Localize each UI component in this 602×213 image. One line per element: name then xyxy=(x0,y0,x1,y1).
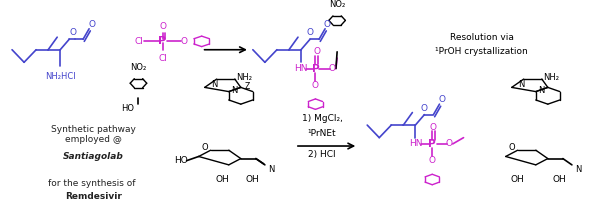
Text: HO: HO xyxy=(121,104,134,113)
Text: N: N xyxy=(518,80,524,89)
Text: for the synthesis of: for the synthesis of xyxy=(48,169,138,189)
Text: HN: HN xyxy=(294,64,308,73)
Text: O: O xyxy=(69,29,76,37)
Text: 2) HCl: 2) HCl xyxy=(308,150,336,159)
Text: ¹PrNEt: ¹PrNEt xyxy=(308,129,337,138)
Text: 1) MgCl₂,: 1) MgCl₂, xyxy=(302,114,343,123)
Text: N: N xyxy=(232,86,238,95)
Text: O: O xyxy=(180,37,187,46)
Text: ¹PrOH crystallization: ¹PrOH crystallization xyxy=(435,47,528,56)
Text: O: O xyxy=(445,140,453,148)
Text: HN: HN xyxy=(409,140,422,148)
Text: O: O xyxy=(508,142,515,152)
Text: P: P xyxy=(312,63,319,73)
Text: O: O xyxy=(159,22,166,31)
Text: O: O xyxy=(313,47,320,56)
Text: O: O xyxy=(201,142,208,152)
Text: HO: HO xyxy=(174,156,187,165)
Text: O: O xyxy=(329,64,336,73)
Text: N: N xyxy=(575,165,581,174)
Text: O: O xyxy=(438,95,445,104)
Text: O: O xyxy=(421,104,428,113)
Text: NH₂HCl: NH₂HCl xyxy=(45,72,75,81)
Text: Cl: Cl xyxy=(134,37,143,46)
Text: OH: OH xyxy=(553,175,566,184)
Text: NH₂: NH₂ xyxy=(236,73,252,82)
Text: O: O xyxy=(430,123,437,132)
Text: O: O xyxy=(306,29,314,37)
Text: O: O xyxy=(88,20,95,29)
Text: N: N xyxy=(211,80,217,89)
Text: Santiagolab: Santiagolab xyxy=(63,152,124,161)
Text: Cl: Cl xyxy=(158,54,167,63)
Text: Remdesivir: Remdesivir xyxy=(65,192,122,201)
Text: O: O xyxy=(312,81,319,90)
Text: Z: Z xyxy=(244,82,249,91)
Text: P: P xyxy=(158,36,167,46)
Text: Resolution via: Resolution via xyxy=(450,33,514,42)
Text: N: N xyxy=(539,86,545,95)
Text: P: P xyxy=(429,139,436,149)
Text: NO₂: NO₂ xyxy=(131,63,146,72)
Text: NO₂: NO₂ xyxy=(329,0,345,9)
Text: OH: OH xyxy=(246,175,259,184)
Text: N: N xyxy=(268,165,274,174)
Text: O: O xyxy=(429,156,436,165)
Text: OH: OH xyxy=(511,175,524,184)
Text: Synthetic pathway
employed @: Synthetic pathway employed @ xyxy=(51,125,135,144)
Text: NH₂: NH₂ xyxy=(543,73,559,82)
Text: OH: OH xyxy=(216,175,229,184)
Text: O: O xyxy=(324,20,331,29)
